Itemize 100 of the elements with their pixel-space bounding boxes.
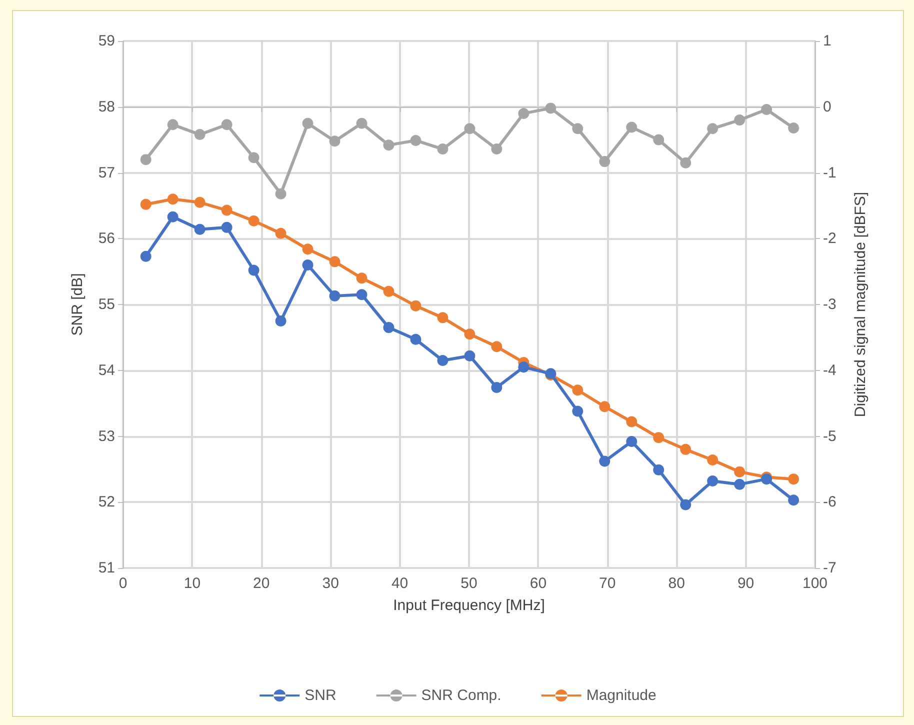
point [248, 264, 260, 276]
point [329, 136, 340, 147]
x-tick-label: 90 [737, 575, 754, 592]
point [680, 157, 692, 168]
point [194, 224, 206, 235]
y-tick-label: 55 [98, 296, 115, 313]
y2-tick-label: -3 [823, 296, 836, 313]
point [248, 215, 260, 226]
point [410, 334, 422, 345]
point [302, 118, 314, 129]
point [221, 222, 232, 233]
point [464, 328, 476, 340]
point [275, 188, 286, 200]
point [653, 464, 664, 476]
x-tick-label: 60 [530, 575, 547, 592]
point [599, 401, 610, 412]
point [410, 300, 422, 312]
point [518, 362, 530, 373]
point [356, 289, 368, 300]
x-tick-label: 10 [184, 575, 201, 592]
point [761, 104, 772, 116]
point [626, 416, 638, 428]
point [356, 272, 368, 284]
y2-tick-label: -2 [823, 230, 836, 248]
point [221, 119, 232, 130]
legend-label: Magnitude [586, 687, 656, 704]
point [356, 118, 368, 129]
point [707, 476, 718, 487]
point [599, 156, 610, 168]
y2-tick-label: 0 [823, 98, 832, 116]
point [491, 341, 502, 352]
point [707, 123, 718, 134]
point [572, 406, 584, 417]
point [302, 259, 314, 270]
point [572, 123, 584, 134]
legend-label: SNR Comp. [421, 687, 502, 704]
point [437, 312, 448, 324]
point [653, 134, 664, 146]
x-axis-title: Input Frequency [MHz] [393, 597, 545, 614]
y2-tick-label: 1 [823, 32, 832, 50]
point [491, 382, 502, 393]
x-tick-label: 40 [391, 575, 408, 592]
y2-tick-label: -4 [823, 362, 836, 379]
point [140, 198, 152, 210]
point [545, 102, 556, 114]
x-tick-label: 50 [460, 575, 478, 592]
y-tick-label: 59 [98, 32, 115, 50]
x-tick-label: 70 [599, 575, 616, 592]
point [788, 122, 800, 134]
point [626, 122, 638, 133]
x-tick-label: 30 [322, 575, 339, 592]
legend-label: SNR [304, 687, 336, 704]
x-tick-label: 80 [668, 575, 685, 592]
point [329, 290, 340, 302]
x-tick-label: 0 [118, 575, 128, 592]
point [302, 244, 314, 255]
point [680, 444, 692, 455]
point [599, 456, 610, 467]
y-tick-label: 54 [98, 362, 115, 379]
y2-axis-title: Digitized signal magnitude [dBFS] [852, 192, 869, 418]
x-tick-label: 20 [253, 575, 270, 592]
y2-tick-label: -1 [823, 164, 836, 182]
point [383, 286, 394, 297]
point [788, 474, 800, 485]
y2-tick-label: -7 [823, 560, 836, 576]
point [383, 322, 394, 334]
point [653, 432, 664, 444]
point [788, 494, 800, 506]
y2-tick-label: -6 [823, 494, 836, 511]
point [572, 384, 584, 396]
y-tick-label: 53 [98, 428, 115, 445]
point [464, 350, 476, 362]
point [626, 436, 638, 448]
y2-tick-label: -5 [823, 428, 836, 445]
y-tick-label: 51 [98, 560, 115, 576]
point [167, 119, 178, 130]
point [680, 499, 692, 510]
point [248, 152, 260, 164]
y-tick-label: 52 [98, 494, 115, 511]
point [140, 250, 152, 262]
point [410, 134, 422, 146]
point [734, 466, 746, 478]
point [194, 129, 206, 140]
y-axis-title: SNR [dB] [69, 273, 86, 336]
y-tick-label: 57 [98, 164, 115, 182]
point [167, 194, 178, 205]
point [437, 144, 448, 155]
point [383, 140, 394, 151]
point [329, 256, 340, 268]
point [194, 196, 206, 208]
point [275, 228, 286, 239]
point [491, 144, 502, 155]
point [140, 154, 152, 166]
point [707, 454, 718, 466]
point [437, 354, 448, 366]
point [167, 211, 178, 222]
point [275, 315, 286, 326]
point [464, 123, 476, 134]
point [221, 204, 232, 216]
x-tick-label: 100 [802, 575, 828, 592]
